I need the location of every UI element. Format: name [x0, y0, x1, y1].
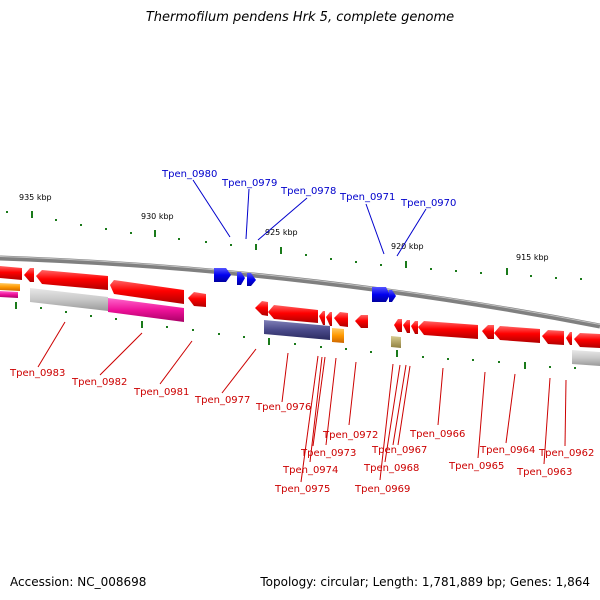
accession-text: Accession: NC_008698 [10, 575, 147, 589]
gene-tpen-0962a[interactable] [566, 332, 572, 345]
gene-tpen-0967[interactable] [411, 321, 418, 334]
label-tpen-0979[interactable]: Tpen_0979 [221, 178, 277, 189]
gene-tpen-0981b[interactable] [188, 292, 206, 307]
gene-tpen-0982[interactable] [36, 270, 108, 290]
label-tpen-0967[interactable]: Tpen_0967 [371, 445, 427, 456]
gene-tpen-0981[interactable] [110, 280, 184, 304]
gene-tpen-0975[interactable] [319, 311, 325, 325]
gene-tpen-0983[interactable] [0, 266, 22, 280]
label-tpen-0968[interactable]: Tpen_0968 [363, 463, 419, 474]
forward-genes [214, 268, 396, 302]
gene-tpen-0982a[interactable] [24, 268, 34, 282]
gene-tpen-0962[interactable] [574, 333, 600, 348]
feature-hits [0, 283, 600, 366]
hit-pink-left [0, 291, 18, 298]
label-tpen-0969[interactable]: Tpen_0969 [354, 484, 410, 495]
hit-grey-0982 [30, 288, 108, 311]
label-tpen-0965[interactable]: Tpen_0965 [448, 461, 504, 472]
label-tpen-0977[interactable]: Tpen_0977 [194, 395, 250, 406]
label-tpen-0963[interactable]: Tpen_0963 [516, 467, 572, 478]
scale-label-920: 920 kbp [391, 242, 424, 251]
inner-tick-row [15, 302, 576, 369]
gene-tpen-0968[interactable] [403, 320, 410, 333]
gene-tpen-0972[interactable] [355, 315, 368, 328]
gene-tpen-0980[interactable] [214, 268, 231, 282]
label-tpen-0975[interactable]: Tpen_0975 [274, 484, 330, 495]
gene-tpen-0976[interactable] [268, 305, 318, 323]
label-tpen-0980[interactable]: Tpen_0980 [161, 169, 217, 180]
label-tpen-0976[interactable]: Tpen_0976 [255, 402, 311, 413]
hit-grey-right [572, 350, 600, 366]
hit-pink-0981 [108, 298, 184, 322]
label-tpen-0962[interactable]: Tpen_0962 [538, 448, 594, 459]
label-tpen-0974[interactable]: Tpen_0974 [282, 465, 338, 476]
label-tpen-0978[interactable]: Tpen_0978 [280, 186, 336, 197]
gene-tpen-0964[interactable] [494, 326, 540, 343]
genome-backbone [0, 255, 600, 329]
forward-label-group [192, 179, 427, 257]
gene-tpen-0971[interactable] [372, 287, 390, 302]
label-tpen-0971[interactable]: Tpen_0971 [339, 192, 395, 203]
map-title: Thermofilum pendens Hrk 5, complete geno… [145, 10, 455, 25]
hit-olive-0969 [391, 336, 401, 348]
gene-tpen-0963[interactable] [542, 330, 564, 345]
label-tpen-0982[interactable]: Tpen_0982 [71, 377, 127, 388]
gene-tpen-0977[interactable] [255, 301, 268, 316]
gene-tpen-0978[interactable] [247, 273, 256, 286]
scale-label-925: 925 kbp [265, 228, 298, 237]
hit-purple-0976 [264, 320, 330, 340]
label-tpen-0964[interactable]: Tpen_0964 [479, 445, 535, 456]
label-tpen-0983[interactable]: Tpen_0983 [9, 368, 65, 379]
label-tpen-0981[interactable]: Tpen_0981 [133, 387, 189, 398]
genome-backbone-highlight [0, 256, 600, 325]
gene-tpen-0970[interactable] [389, 290, 396, 302]
reverse-genes [0, 266, 600, 348]
hit-orange-left [0, 283, 20, 291]
outer-tick-row [6, 211, 582, 280]
gene-tpen-0979[interactable] [237, 272, 245, 285]
gene-tpen-0969[interactable] [394, 319, 402, 332]
scale-label-935: 935 kbp [19, 193, 52, 202]
label-tpen-0966[interactable]: Tpen_0966 [409, 429, 465, 440]
label-tpen-0970[interactable]: Tpen_0970 [400, 198, 456, 209]
gene-tpen-0974[interactable] [326, 312, 332, 326]
label-tpen-0973[interactable]: Tpen_0973 [300, 448, 356, 459]
gene-tpen-0965[interactable] [482, 325, 494, 339]
gene-tpen-0973[interactable] [334, 312, 348, 327]
scale-label-915: 915 kbp [516, 253, 549, 262]
scale-label-930: 930 kbp [141, 212, 174, 221]
hit-orange-0973 [332, 328, 344, 343]
gene-tpen-0966[interactable] [418, 321, 478, 339]
label-tpen-0972[interactable]: Tpen_0972 [322, 430, 378, 441]
reverse-label-group: Tpen_0983 Tpen_0982 Tpen_0981 Tpen_0977 … [9, 368, 594, 495]
topology-summary: Topology: circular; Length: 1,781,889 bp… [260, 575, 590, 589]
reverse-label-leaders [37, 321, 567, 483]
